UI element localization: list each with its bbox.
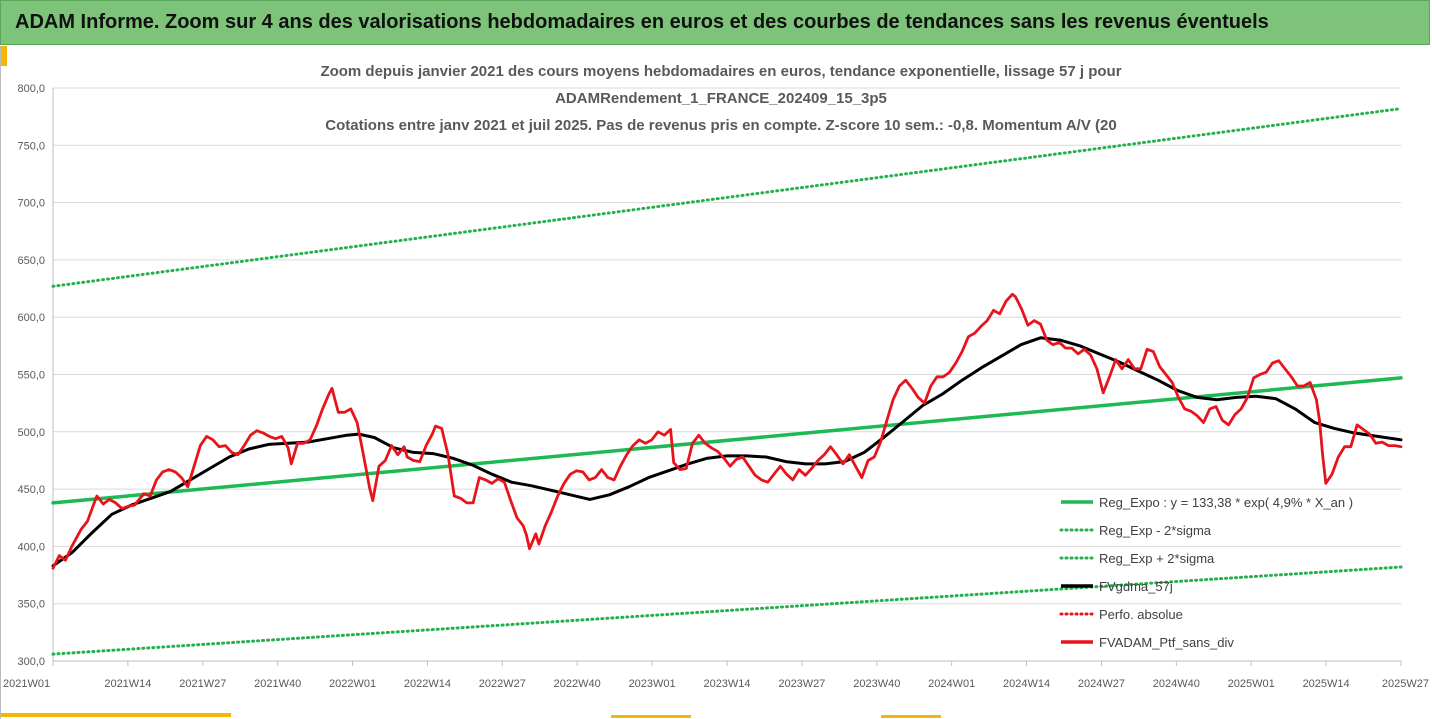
- y-tick-label: 800,0: [17, 83, 45, 95]
- y-tick-label: 350,0: [17, 599, 45, 611]
- series-line: [51, 565, 1403, 656]
- chart-area: 300,0 350,0 400,0 450,0 500,0 550,0 600,0 650,0…: [0, 46, 1432, 719]
- x-tick-label: 2021W01: [3, 678, 50, 690]
- y-tick-label: 750,0: [17, 140, 45, 152]
- series-lines: [51, 107, 1403, 656]
- series-line: [51, 107, 1403, 288]
- x-axis: 2021W01 2021W14 2021W27 2021W40 2022W01 2022W…: [3, 660, 1429, 690]
- x-tick-label: 2024W01: [928, 678, 975, 690]
- page-title: ADAM Informe. Zoom sur 4 ans des valoris…: [15, 11, 1269, 33]
- line-chart: 300,0 350,0 400,0 450,0 500,0 550,0 600,0 650,0…: [3, 63, 1429, 690]
- x-tick-label: 2024W14: [1003, 678, 1050, 690]
- y-tick-label: 700,0: [17, 198, 45, 210]
- x-tick-label: 2023W27: [778, 678, 825, 690]
- x-tick-label: 2023W14: [703, 678, 750, 690]
- x-tick-label: 2021W14: [104, 678, 151, 690]
- x-tick-label: 2023W01: [629, 678, 676, 690]
- y-axis: 300,0 350,0 400,0 450,0 500,0 550,0 600,0 650,0…: [17, 83, 54, 668]
- y-tick-label: 550,0: [17, 370, 45, 382]
- chart-title: Zoom depuis janvier 2021 des cours moyen…: [320, 63, 1121, 134]
- x-tick-label: 2023W40: [853, 678, 900, 690]
- x-tick-label: 2021W40: [254, 678, 301, 690]
- y-tick-label: 500,0: [17, 427, 45, 439]
- legend-label: Reg_Expo : y = 133,38 * exp( 4,9% * X_an…: [1099, 495, 1353, 510]
- legend-label: Reg_Exp - 2*sigma: [1099, 523, 1212, 538]
- x-tick-label: 2024W27: [1078, 678, 1125, 690]
- chart-title-line-3: Cotations entre janv 2021 et juil 2025. …: [325, 117, 1116, 134]
- y-tick-label: 650,0: [17, 255, 45, 267]
- legend-label: FVADAM_Ptf_sans_div: [1099, 635, 1234, 650]
- header-banner: ADAM Informe. Zoom sur 4 ans des valoris…: [0, 0, 1430, 45]
- legend-label: Reg_Exp + 2*sigma: [1099, 551, 1215, 566]
- series-line: [51, 376, 1403, 505]
- series-line: [51, 336, 1403, 568]
- bottom-accent: [1, 713, 231, 717]
- x-tick-label: 2021W27: [179, 678, 226, 690]
- legend: Reg_Expo : y = 133,38 * exp( 4,9% * X_an…: [1059, 495, 1353, 650]
- y-tick-label: 450,0: [17, 484, 45, 496]
- bottom-accent: [881, 715, 941, 718]
- gridlines: [53, 87, 1401, 662]
- legend-label: FVgdma_57j: [1099, 579, 1173, 594]
- y-tick-label: 300,0: [17, 656, 45, 668]
- x-tick-label: 2022W27: [479, 678, 526, 690]
- corner-accent: [1, 46, 7, 66]
- series-line: [51, 292, 1403, 570]
- legend-label: Perfo. absolue: [1099, 607, 1183, 622]
- x-tick-label: 2022W40: [554, 678, 601, 690]
- x-tick-label: 2025W27: [1382, 678, 1429, 690]
- x-tick-label: 2022W01: [329, 678, 376, 690]
- chart-title-line-2: ADAMRendement_1_FRANCE_202409_15_3p5: [555, 90, 887, 107]
- bottom-accent: [611, 715, 691, 718]
- x-tick-label: 2025W01: [1228, 678, 1275, 690]
- chart-title-line-1: Zoom depuis janvier 2021 des cours moyen…: [320, 63, 1121, 80]
- y-tick-label: 400,0: [17, 541, 45, 553]
- y-tick-label: 600,0: [17, 312, 45, 324]
- x-tick-label: 2024W40: [1153, 678, 1200, 690]
- x-tick-label: 2025W14: [1303, 678, 1350, 690]
- x-tick-label: 2022W14: [404, 678, 451, 690]
